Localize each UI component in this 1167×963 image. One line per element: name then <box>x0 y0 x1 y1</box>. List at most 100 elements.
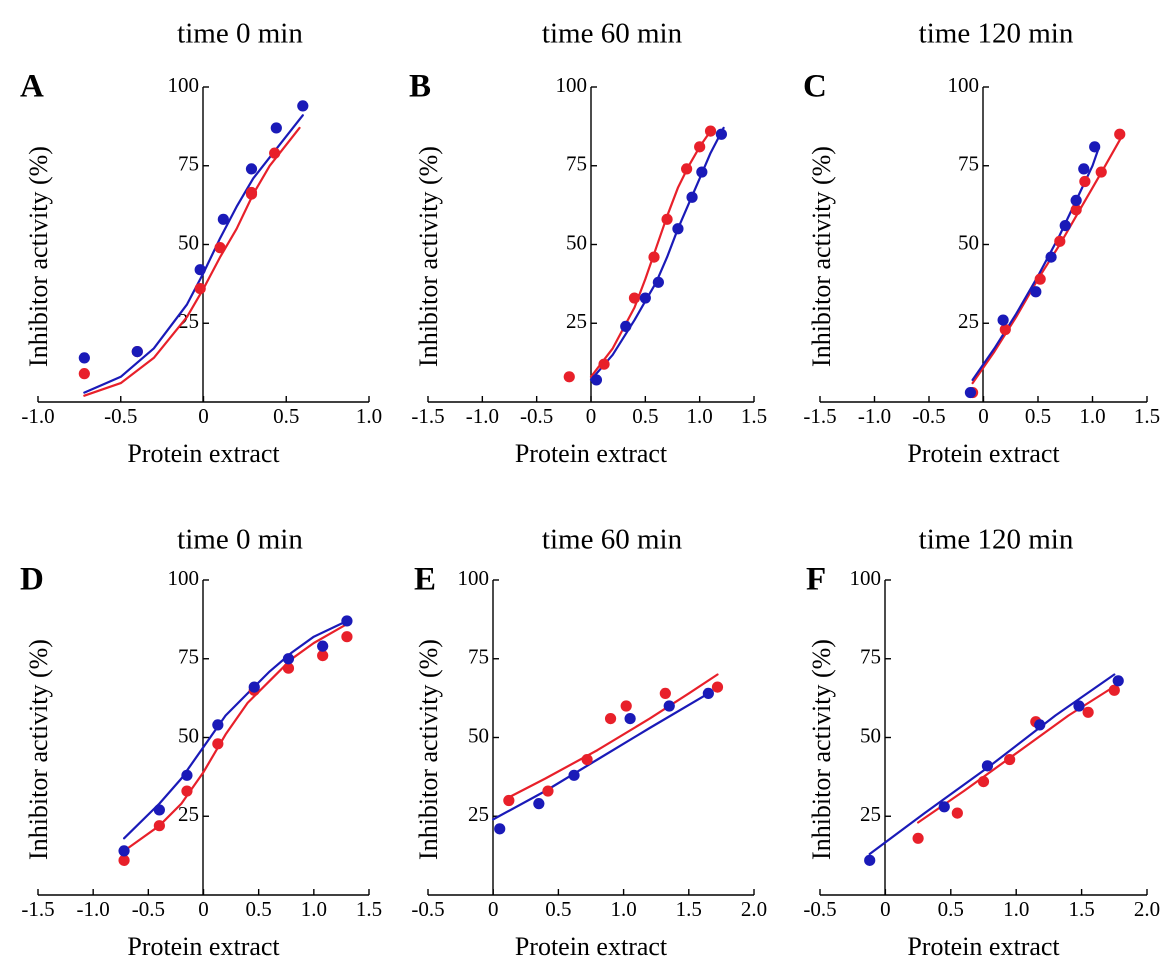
blue-data-point <box>1030 286 1042 298</box>
y-tick-label: 75 <box>468 645 489 669</box>
red-data-point <box>648 251 660 263</box>
panel-a: time 0 min A -1.0 -0.5 0 0.5 1.0 25 50 75 100 Prote… <box>20 18 382 468</box>
red-data-point <box>245 186 258 199</box>
blue-data-point <box>194 264 206 276</box>
panel-letter: A <box>20 69 44 105</box>
x-axis-label: Protein extract <box>127 932 280 961</box>
panel-title: time 0 min <box>177 524 303 556</box>
blue-fit-line <box>492 692 710 821</box>
panel-title: time 60 min <box>542 524 683 556</box>
x-tick-label: 1.5 <box>676 897 702 921</box>
y-axis-label: Inhibitor activity (%) <box>807 639 836 860</box>
y-axis-label: Inhibitor activity (%) <box>414 639 443 860</box>
red-data-point <box>581 753 593 766</box>
y-tick-label: 75 <box>178 152 199 176</box>
blue-data-point <box>686 191 698 203</box>
red-data-point <box>269 147 281 159</box>
y-tick-label: 50 <box>178 230 199 254</box>
panel-letter: D <box>20 562 44 598</box>
x-axis-label: Protein extract <box>127 439 280 468</box>
x-tick-label: 0 <box>198 404 209 428</box>
x-tick-label: 2.0 <box>1134 897 1160 921</box>
red-data-point <box>1034 273 1046 285</box>
y-tick-label: 100 <box>168 73 200 97</box>
red-fit-line <box>507 673 719 799</box>
x-tick-label: -1.0 <box>77 897 110 921</box>
blue-data-point <box>1059 220 1071 232</box>
red-data-point <box>681 163 693 175</box>
x-tick-label: 0 <box>488 897 499 921</box>
y-tick-label: 50 <box>178 723 199 747</box>
y-tick-label: 25 <box>468 802 489 826</box>
panel-title: time 60 min <box>542 18 683 50</box>
blue-data-point <box>78 352 90 364</box>
x-tick-label: -0.5 <box>411 897 444 921</box>
red-data-point <box>181 785 193 797</box>
blue-data-point <box>696 166 708 178</box>
x-tick-label: 0.5 <box>938 897 964 921</box>
y-axis-label: Inhibitor activity (%) <box>414 146 443 367</box>
blue-data-point <box>624 713 636 725</box>
red-data-point <box>659 687 671 700</box>
red-data-point <box>1079 175 1091 188</box>
red-data-point <box>1082 706 1094 718</box>
x-tick-label: 0 <box>880 897 891 921</box>
blue-data-point <box>1070 194 1082 206</box>
blue-data-point <box>620 320 632 332</box>
x-tick-label: 0 <box>198 897 209 921</box>
red-data-point <box>1070 204 1082 216</box>
blue-data-point <box>270 122 282 134</box>
red-data-point <box>282 662 295 674</box>
blue-data-point <box>590 374 603 386</box>
blue-fit-line <box>122 619 348 840</box>
red-data-point <box>194 283 206 295</box>
blue-data-point <box>212 719 224 731</box>
x-tick-label: 0 <box>586 404 597 428</box>
y-tick-label: 75 <box>178 645 199 669</box>
x-tick-label: 1.5 <box>356 897 382 921</box>
red-data-point <box>317 650 329 662</box>
red-data-point <box>1004 753 1016 766</box>
x-tick-label: -0.5 <box>520 404 553 428</box>
panel-letter: F <box>806 562 826 598</box>
red-data-point <box>620 700 632 712</box>
y-tick-label: 100 <box>168 566 200 590</box>
red-data-point <box>912 832 924 844</box>
y-tick-label: 25 <box>958 309 979 333</box>
blue-data-point <box>181 769 193 781</box>
y-tick-label: 25 <box>178 802 199 826</box>
blue-data-point <box>282 653 295 665</box>
x-tick-label: 1.0 <box>301 897 327 921</box>
red-fit-line <box>916 682 1120 824</box>
y-tick-label: 75 <box>958 152 979 176</box>
blue-data-point <box>702 687 714 700</box>
x-tick-label: 1.5 <box>1068 897 1094 921</box>
x-tick-label: -1.0 <box>858 404 891 428</box>
panel-f: time 120 min F -0.5 0 0.5 1.0 1.5 2.0 25 50 75 100 P… <box>803 524 1160 961</box>
x-tick-label: 0.5 <box>273 404 299 428</box>
red-fit-line <box>83 126 301 397</box>
x-tick-label: -1.5 <box>21 897 54 921</box>
red-data-point <box>694 141 706 153</box>
x-tick-label: 0.5 <box>1025 404 1051 428</box>
y-tick-label: 50 <box>566 230 587 254</box>
blue-data-point <box>1045 251 1057 263</box>
blue-data-point <box>715 128 728 140</box>
red-data-point <box>214 242 226 254</box>
red-data-point <box>341 631 353 643</box>
blue-data-point <box>938 801 950 813</box>
x-tick-label: 0 <box>978 404 989 428</box>
panel-e: time 60 min E -0.5 0 0.5 1.0 1.5 2.0 25 50 75 100 Pr… <box>411 524 767 961</box>
x-tick-label: 1.0 <box>1003 897 1029 921</box>
x-tick-label: 1.5 <box>741 404 767 428</box>
blue-data-point <box>1112 675 1124 687</box>
blue-data-point <box>997 314 1009 326</box>
x-axis-label: Protein extract <box>907 932 1060 961</box>
y-tick-label: 25 <box>566 309 587 333</box>
x-tick-label: -1.5 <box>803 404 836 428</box>
blue-data-point <box>341 615 353 627</box>
panel-d: time 0 min D -1.5 -1.0 -0.5 0 0.5 1.0 1.5 25 50 75 1… <box>20 524 382 961</box>
red-data-point <box>212 738 224 750</box>
blue-data-point <box>1089 141 1101 153</box>
blue-data-point <box>652 276 664 288</box>
